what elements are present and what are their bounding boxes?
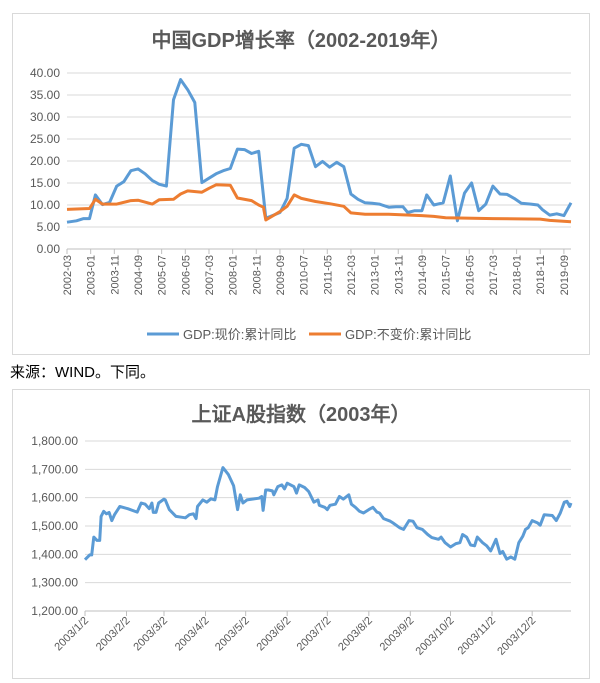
y-tick-label: 1,400.00 xyxy=(31,547,78,561)
series-line-0 xyxy=(66,78,573,224)
y-tick-label: 1,300.00 xyxy=(31,576,78,590)
x-tick-label: 2008-11 xyxy=(251,255,263,295)
x-tick-label: 2007-03 xyxy=(204,255,216,295)
x-tick-label: 2013-01 xyxy=(370,255,382,295)
y-tick-label: 0.00 xyxy=(37,242,61,256)
y-tick-label: 35.00 xyxy=(30,88,60,102)
y-tick-label: 1,600.00 xyxy=(31,491,78,505)
x-tick-label: 2012-03 xyxy=(346,255,358,295)
gdp-chart-panel: 中国GDP增长率（2002-2019年） 0.00 5.00 10.00 15.00 2… xyxy=(12,13,590,355)
x-tick-label: 2018-01 xyxy=(512,255,524,295)
x-tick-label: 2019-09 xyxy=(559,255,571,295)
gdp-chart-title: 中国GDP增长率（2002-2019年） xyxy=(151,30,451,52)
x-tick-label: 2003/5/2 xyxy=(213,615,252,654)
index-chart-title: 上证A股指数（2003年） xyxy=(191,404,411,426)
legend-label: GDP:现价:累计同比 xyxy=(183,327,296,342)
x-tick-label: 2003/2/2 xyxy=(94,615,133,654)
x-tick-label: 2013-11 xyxy=(393,255,405,295)
x-tick-label: 2003/1/2 xyxy=(52,615,91,654)
index-chart-panel: 上证A股指数（2003年） 1,200.00 1,300.00 1,400.00 1,… xyxy=(12,389,590,679)
x-tick-label: 2003/8/2 xyxy=(336,615,375,654)
x-tick-label: 2003/6/2 xyxy=(255,615,294,654)
y-tick-label: 1,500.00 xyxy=(31,519,78,533)
y-tick-label: 10.00 xyxy=(30,198,60,212)
x-tick-label: 2003/12/2 xyxy=(495,615,538,658)
y-tick-label: 15.00 xyxy=(30,176,60,190)
y-tick-label: 30.00 xyxy=(30,110,60,124)
x-tick-label: 2018-11 xyxy=(535,255,547,295)
x-tick-label: 2016-05 xyxy=(464,255,476,295)
x-tick-label: 2005-07 xyxy=(157,255,169,295)
x-tick-label: 2003/7/2 xyxy=(295,615,334,654)
x-tick-label: 2004-09 xyxy=(133,255,145,295)
x-tick-label: 2011-05 xyxy=(322,255,334,295)
source-note: 来源：WIND。下同。 xyxy=(10,364,155,381)
y-tick-label: 40.00 xyxy=(30,66,60,80)
series-line-0 xyxy=(83,466,573,561)
x-tick-label: 2003/11/2 xyxy=(456,615,499,658)
y-tick-label: 1,700.00 xyxy=(31,462,78,476)
x-tick-label: 2003/3/2 xyxy=(131,615,170,654)
y-tick-label: 1,800.00 xyxy=(31,434,78,448)
gdp-chart: 0.00 5.00 10.00 15.00 20.00 25.00 30.00 35.00 40… xyxy=(30,66,573,342)
legend-label: GDP:不变价:累计同比 xyxy=(345,327,471,342)
x-tick-label: 2014-09 xyxy=(417,255,429,295)
y-tick-label: 1,200.00 xyxy=(31,604,78,618)
x-tick-label: 2003-11 xyxy=(109,255,121,295)
x-tick-label: 2015-07 xyxy=(441,255,453,295)
x-tick-label: 2002-03 xyxy=(62,255,74,295)
x-tick-label: 2003-01 xyxy=(86,255,98,295)
y-tick-label: 5.00 xyxy=(37,220,61,234)
x-tick-label: 2003/9/2 xyxy=(378,615,417,654)
x-tick-label: 2010-07 xyxy=(299,255,311,295)
x-tick-label: 2008-01 xyxy=(228,255,240,295)
y-tick-label: 20.00 xyxy=(30,154,60,168)
x-tick-label: 2003/10/2 xyxy=(414,615,457,658)
x-tick-label: 2006-05 xyxy=(180,255,192,295)
index-chart: 1,200.00 1,300.00 1,400.00 1,500.00 1,600.00… xyxy=(31,434,573,658)
series-line-1 xyxy=(66,183,572,224)
x-tick-label: 2003/4/2 xyxy=(173,615,212,654)
x-tick-label: 2017-03 xyxy=(488,255,500,295)
y-tick-label: 25.00 xyxy=(30,132,60,146)
x-tick-label: 2009-09 xyxy=(275,255,287,295)
